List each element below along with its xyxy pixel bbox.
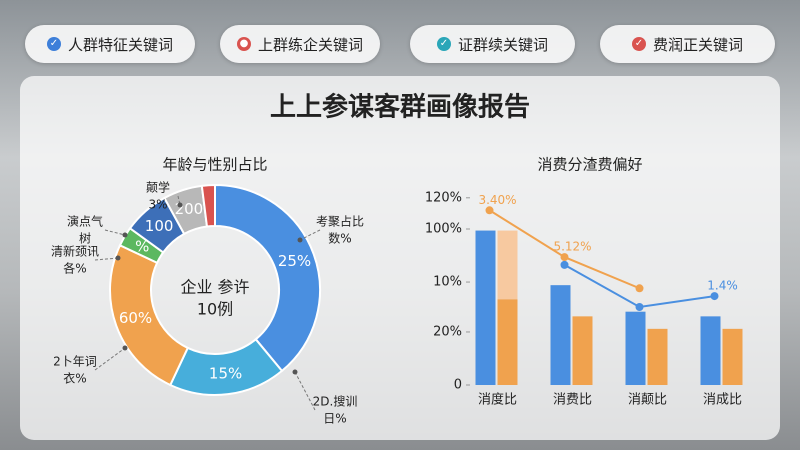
callout-text: 演点气 (67, 214, 103, 229)
button-label: 人群特征关键词 (67, 35, 173, 54)
callout-text: 颠学 (146, 180, 170, 195)
segment-label: 60% (119, 309, 152, 327)
button-label: 费润正关键词 (652, 35, 743, 54)
callout-line (94, 257, 119, 261)
callout-text: 2D.搜训 (313, 394, 358, 409)
point-label: 3.40% (478, 193, 516, 207)
donut-segment (214, 183, 321, 373)
x-tick-label: 消度比 (478, 392, 517, 408)
segment-label: 25% (278, 252, 311, 270)
callout-line (294, 371, 316, 411)
segment-label: 15% (209, 364, 242, 382)
keyword-button[interactable]: ✓ 费润正关键词 (600, 25, 775, 63)
point-label: 1.4% (707, 279, 738, 293)
segment-label: 100 (145, 217, 174, 235)
callout-dot (292, 369, 298, 375)
segment-label: % (135, 237, 149, 255)
button-label: 证群续关键词 (457, 35, 548, 54)
callout-text: 各% (63, 261, 86, 276)
callout-line (104, 229, 126, 236)
y-tick-label: 100% (425, 222, 462, 237)
y-tick-label: 20% (433, 324, 462, 339)
keyword-button[interactable]: ✓ 证群续关键词 (410, 25, 575, 63)
callout-dot (177, 202, 183, 208)
callout-dot (297, 237, 303, 243)
center-text: 10例 (197, 300, 233, 319)
bar (497, 230, 518, 300)
bar (625, 311, 646, 385)
icon: ✓ (46, 37, 61, 51)
bar (647, 328, 668, 385)
bar (722, 328, 743, 385)
y-tick-label: 120% (425, 190, 462, 205)
bar (700, 316, 721, 385)
callout-dot (122, 345, 128, 351)
icon: ● (236, 37, 251, 51)
icon: ✓ (436, 37, 451, 51)
callout-dot (122, 232, 128, 238)
line-point (635, 303, 644, 311)
x-tick-label: 消费比 (553, 393, 592, 408)
bar (475, 230, 496, 385)
callout-text: 衣% (63, 371, 86, 386)
callout-text: 树 (79, 231, 91, 246)
center-text: 企业 参许 (180, 278, 249, 297)
y-tick-label: 0 (454, 378, 462, 393)
callout-text: 考聚占比 (316, 214, 364, 229)
x-tick-label: 消成比 (703, 393, 742, 408)
line-point (710, 292, 719, 301)
line-point (635, 284, 644, 293)
report-title: 上上参谋客群画像报告 (270, 92, 530, 123)
x-tick-label: 消颠比 (628, 393, 667, 408)
icon: ✓ (631, 37, 646, 51)
line-point (560, 260, 569, 269)
keyword-button[interactable]: ● 上群练企关键词 (220, 25, 380, 63)
point-label: 5.12% (553, 240, 591, 254)
bar (572, 316, 593, 385)
bar (550, 285, 571, 385)
callout-line (94, 347, 126, 371)
donut-segment (200, 183, 216, 228)
bar (497, 299, 518, 385)
callout-line (299, 229, 321, 241)
keyword-button[interactable]: ✓ 人群特征关键词 (25, 25, 195, 63)
line-point (485, 206, 494, 215)
line-point (560, 253, 569, 262)
callout-text: 日% (323, 412, 346, 426)
chart-title: 消费分渣费偏好 (537, 156, 642, 174)
callout-dot (115, 255, 121, 261)
callout-text: 数% (328, 231, 351, 246)
button-label: 上群练企关键词 (257, 35, 363, 54)
chart-title: 年龄与性别占比 (162, 156, 267, 174)
y-tick-label: 10% (433, 275, 462, 290)
callout-text: 清新颈讯 (51, 244, 99, 259)
callout-text: 3% (148, 198, 167, 212)
callout-text: 2卜年词 (53, 355, 97, 369)
